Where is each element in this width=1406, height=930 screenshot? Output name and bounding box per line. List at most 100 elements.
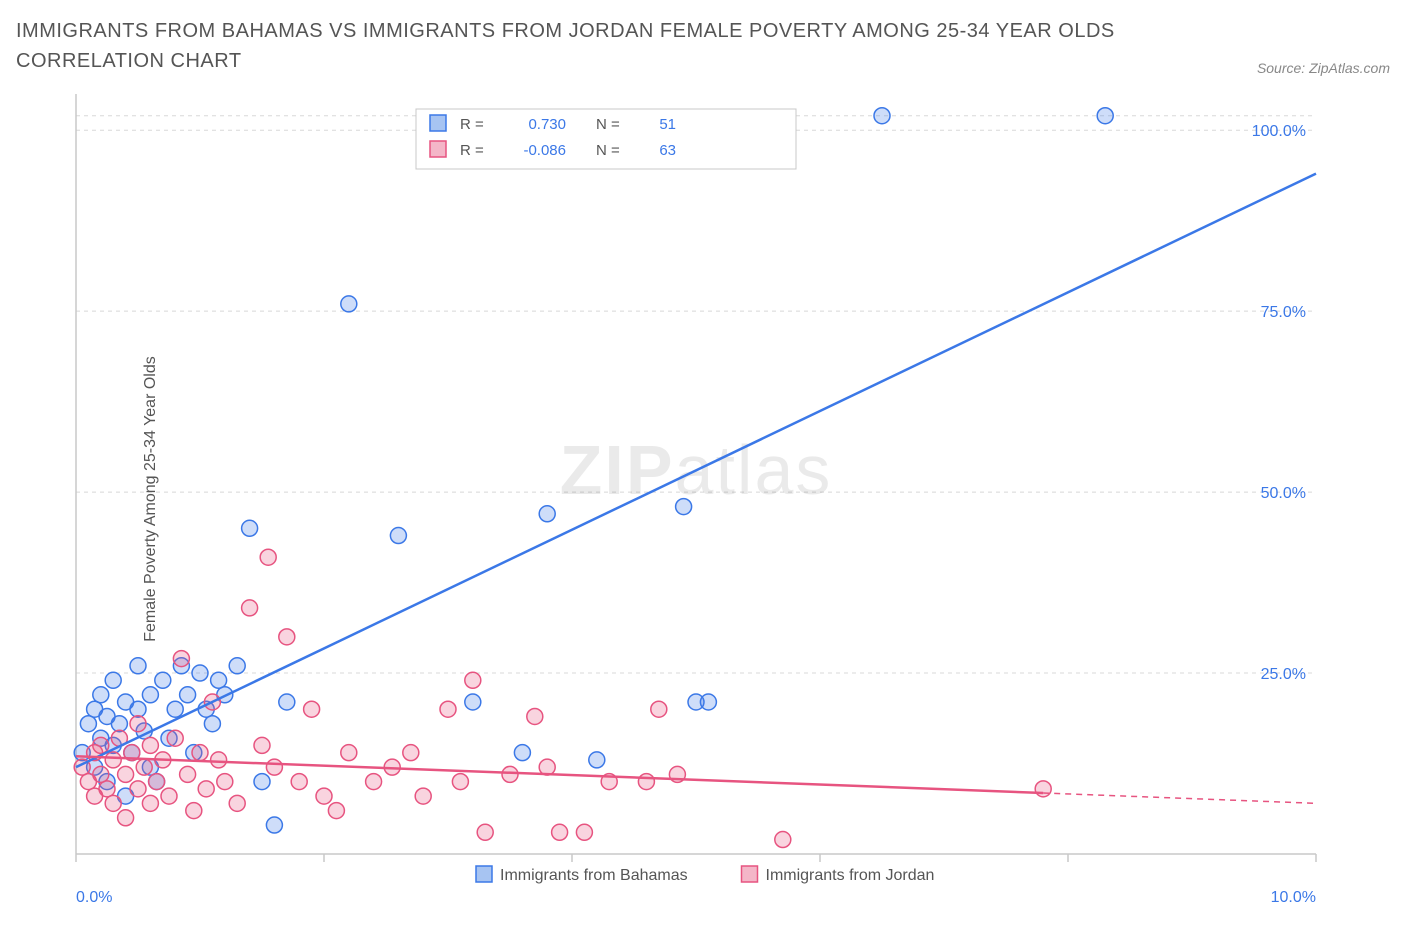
data-point	[260, 549, 276, 565]
data-point	[514, 745, 530, 761]
data-point	[589, 752, 605, 768]
data-point	[142, 795, 158, 811]
data-point	[99, 781, 115, 797]
x-tick-label: 10.0%	[1271, 889, 1316, 906]
data-point	[93, 687, 109, 703]
data-point	[465, 672, 481, 688]
data-point	[149, 774, 165, 790]
svg-text:51: 51	[659, 116, 676, 133]
data-point	[105, 752, 121, 768]
y-tick-label: 75.0%	[1261, 304, 1306, 321]
data-point	[93, 766, 109, 782]
chart-title: IMMIGRANTS FROM BAHAMAS VS IMMIGRANTS FR…	[16, 16, 1116, 76]
data-point	[180, 766, 196, 782]
data-point	[198, 781, 214, 797]
scatter-chart: 25.0%50.0%75.0%100.0%0.0%10.0%ZIPatlasR …	[16, 84, 1390, 914]
data-point	[700, 694, 716, 710]
data-point	[136, 759, 152, 775]
data-point	[676, 499, 692, 515]
data-point	[173, 651, 189, 667]
data-point	[130, 716, 146, 732]
data-point	[192, 745, 208, 761]
data-point	[211, 672, 227, 688]
data-point	[527, 708, 543, 724]
data-point	[874, 108, 890, 124]
data-point	[341, 296, 357, 312]
x-tick-label: 0.0%	[76, 889, 112, 906]
data-point	[304, 701, 320, 717]
trend-extrapolation	[1043, 793, 1316, 803]
y-tick-label: 50.0%	[1261, 485, 1306, 502]
trend-line	[76, 174, 1316, 768]
legend-stats: R = 0.730 N = 51 R = -0.086 N = 63	[416, 109, 796, 169]
chart-container: Female Poverty Among 25-34 Year Olds 25.…	[16, 84, 1390, 914]
data-point	[477, 824, 493, 840]
data-point	[167, 730, 183, 746]
data-point	[93, 737, 109, 753]
svg-text:R =: R =	[460, 142, 484, 159]
data-point	[130, 781, 146, 797]
data-point	[1035, 781, 1051, 797]
data-point	[452, 774, 468, 790]
data-point	[266, 759, 282, 775]
legend-swatch	[476, 866, 492, 882]
data-point	[291, 774, 307, 790]
data-point	[316, 788, 332, 804]
data-point	[80, 716, 96, 732]
data-point	[552, 824, 568, 840]
data-point	[366, 774, 382, 790]
data-point	[118, 766, 134, 782]
legend-swatch	[742, 866, 758, 882]
data-point	[254, 737, 270, 753]
data-point	[180, 687, 196, 703]
data-point	[242, 600, 258, 616]
svg-text:-0.086: -0.086	[523, 142, 566, 159]
data-point	[130, 701, 146, 717]
data-point	[211, 752, 227, 768]
data-point	[638, 774, 654, 790]
data-point	[111, 716, 127, 732]
data-point	[229, 658, 245, 674]
data-point	[105, 795, 121, 811]
data-point	[155, 672, 171, 688]
data-point	[130, 658, 146, 674]
data-point	[142, 687, 158, 703]
data-point	[266, 817, 282, 833]
legend-label: Immigrants from Bahamas	[500, 867, 688, 884]
data-point	[651, 701, 667, 717]
svg-text:R =: R =	[460, 116, 484, 133]
y-tick-label: 25.0%	[1261, 666, 1306, 683]
svg-text:N =: N =	[596, 116, 620, 133]
data-point	[279, 629, 295, 645]
data-point	[775, 832, 791, 848]
source-label: Source: ZipAtlas.com	[1257, 60, 1390, 76]
data-point	[161, 788, 177, 804]
y-tick-label: 100.0%	[1252, 123, 1306, 140]
data-point	[254, 774, 270, 790]
data-point	[576, 824, 592, 840]
data-point	[217, 774, 233, 790]
data-point	[105, 672, 121, 688]
svg-text:N =: N =	[596, 142, 620, 159]
data-point	[328, 803, 344, 819]
data-point	[539, 506, 555, 522]
svg-text:0.730: 0.730	[528, 116, 566, 133]
data-point	[186, 803, 202, 819]
data-point	[390, 528, 406, 544]
data-point	[142, 737, 158, 753]
data-point	[341, 745, 357, 761]
data-point	[440, 701, 456, 717]
data-point	[204, 716, 220, 732]
data-point	[118, 810, 134, 826]
data-point	[192, 665, 208, 681]
data-point	[403, 745, 419, 761]
data-point	[465, 694, 481, 710]
data-point	[242, 520, 258, 536]
data-point	[1097, 108, 1113, 124]
y-axis-label: Female Poverty Among 25-34 Year Olds	[142, 356, 160, 642]
data-point	[167, 701, 183, 717]
data-point	[279, 694, 295, 710]
legend-label: Immigrants from Jordan	[766, 867, 935, 884]
data-point	[415, 788, 431, 804]
svg-text:63: 63	[659, 142, 676, 159]
